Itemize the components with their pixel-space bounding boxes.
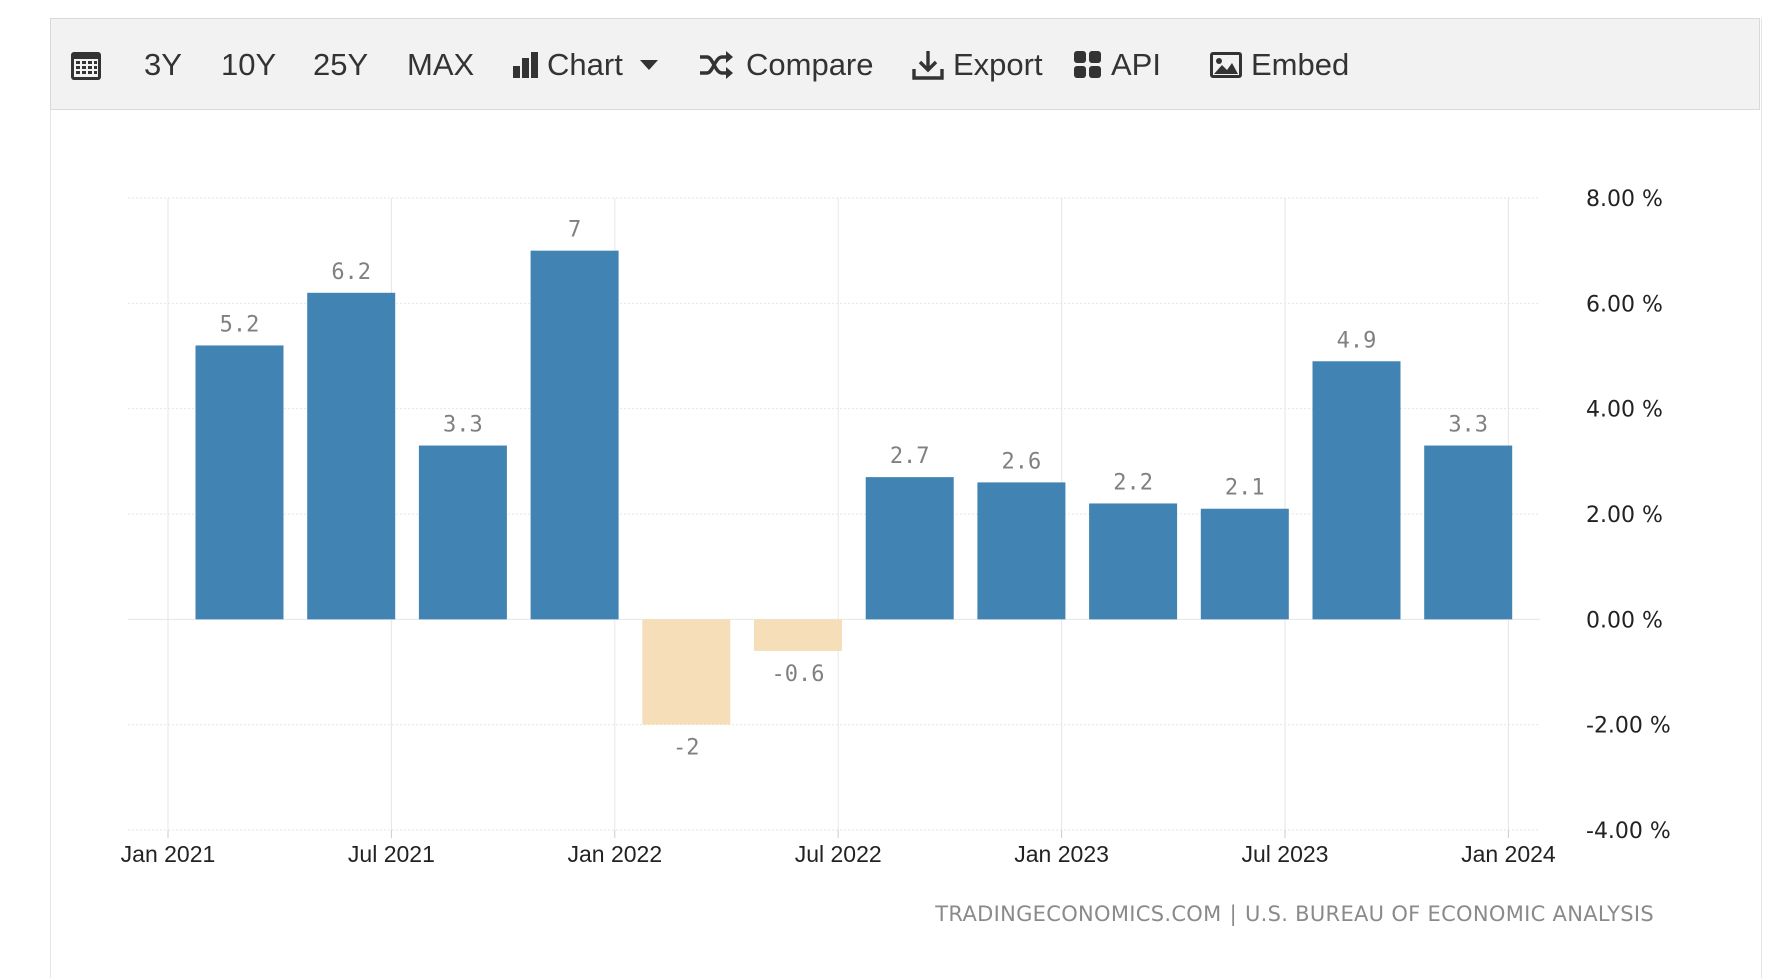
bar-chart-icon [513, 52, 538, 78]
y-tick-label: -2.00 % [1586, 714, 1671, 739]
x-axis: Jan 2021 Jul 2021 Jan 2022 Jul 2022 Jan 2023… [121, 830, 1556, 867]
x-tick-label: Jan 2022 [567, 841, 662, 867]
bar-value-label: 2.2 [1113, 470, 1153, 495]
bar-value-label: 6.2 [331, 260, 371, 285]
range-max-label: MAX [407, 47, 475, 82]
download-icon [912, 51, 944, 80]
bar-value-label: 4.9 [1337, 328, 1377, 353]
chevron-down-icon [639, 60, 658, 70]
range-25y-label: 25Y [313, 47, 369, 82]
calendar-button[interactable] [69, 19, 103, 111]
bar[interactable] [530, 250, 619, 620]
bar-value-label: 3.3 [443, 413, 483, 438]
calendar-icon [71, 52, 101, 80]
bar[interactable] [1312, 361, 1401, 620]
embed-button[interactable]: Embed [1209, 19, 1349, 111]
y-tick-label: 2.00 % [1586, 503, 1663, 528]
y-tick-label: -4.00 % [1586, 819, 1671, 844]
bar-value-label: -0.6 [772, 662, 825, 687]
bar[interactable] [1089, 503, 1178, 620]
x-tick-label: Jul 2023 [1242, 841, 1329, 867]
source-site-link[interactable]: TRADINGECONOMICS.COM [935, 902, 1222, 926]
bar[interactable] [754, 619, 842, 651]
range-10y-button[interactable]: 10Y [221, 19, 276, 111]
x-tick-label: Jul 2022 [795, 841, 882, 867]
export-button[interactable]: Export [911, 19, 1043, 111]
bar[interactable] [1200, 508, 1289, 620]
compare-button[interactable]: Compare [698, 19, 874, 111]
bar[interactable] [1424, 445, 1513, 620]
source-separator: | [1229, 902, 1237, 926]
api-label: API [1111, 47, 1161, 82]
x-tick-label: Jan 2024 [1461, 841, 1556, 867]
x-tick-label: Jan 2021 [121, 841, 216, 867]
bar-value-label: -2 [673, 736, 700, 761]
y-tick-label: 8.00 % [1586, 187, 1663, 212]
chart-type-label: Chart [547, 47, 623, 82]
y-axis: 8.00 % 6.00 % 4.00 % 2.00 % 0.00 % -2.00 % -4.… [1586, 187, 1671, 844]
chart-card [50, 18, 1762, 978]
api-button[interactable]: API [1073, 19, 1161, 111]
compare-label: Compare [746, 47, 874, 82]
chart-toolbar: 3Y 10Y 25Y MAX Chart Compare [50, 18, 1760, 110]
x-tick-label: Jan 2023 [1014, 841, 1109, 867]
source-credit: TRADINGECONOMICS.COM | U.S. BUREAU OF ECON… [935, 902, 1654, 926]
bar-value-label: 3.3 [1448, 413, 1488, 438]
bar[interactable] [195, 345, 284, 620]
bar-value-label: 2.7 [890, 444, 930, 469]
bar-value-label: 2.1 [1225, 476, 1265, 501]
range-3y-button[interactable]: 3Y [144, 19, 182, 111]
value-label-layer: 5.2 6.2 3.3 7 -2 -0.6 2.7 2.6 2.2 2.1 4.9 3.3 [220, 218, 1488, 761]
bar-value-label: 7 [568, 218, 581, 243]
bar-layer [195, 250, 1513, 725]
gdp-bar-chart: 5.2 6.2 3.3 7 -2 -0.6 2.7 2.6 2.2 2.1 4.9 3.3 8.00 … [121, 187, 1671, 867]
y-tick-label: 4.00 % [1586, 398, 1663, 423]
embed-label: Embed [1251, 47, 1350, 82]
image-icon [1210, 52, 1242, 78]
range-max-button[interactable]: MAX [407, 19, 474, 111]
bar[interactable] [307, 292, 396, 620]
x-tick-label: Jul 2021 [348, 841, 435, 867]
range-25y-button[interactable]: 25Y [313, 19, 368, 111]
range-10y-label: 10Y [221, 47, 277, 82]
y-tick-label: 6.00 % [1586, 292, 1663, 317]
shuffle-icon [700, 51, 733, 79]
bar-value-label: 5.2 [220, 312, 260, 337]
chart-type-dropdown[interactable]: Chart [511, 19, 659, 111]
export-label: Export [953, 47, 1043, 82]
source-agency: U.S. BUREAU OF ECONOMIC ANALYSIS [1244, 902, 1654, 926]
bar[interactable] [418, 445, 507, 620]
bar-value-label: 2.6 [1002, 449, 1042, 474]
grid-icon [1074, 51, 1101, 78]
bar[interactable] [865, 477, 954, 620]
range-3y-label: 3Y [144, 47, 182, 82]
bar[interactable] [642, 619, 731, 725]
y-tick-label: 0.00 % [1586, 608, 1663, 633]
bar[interactable] [977, 482, 1066, 620]
